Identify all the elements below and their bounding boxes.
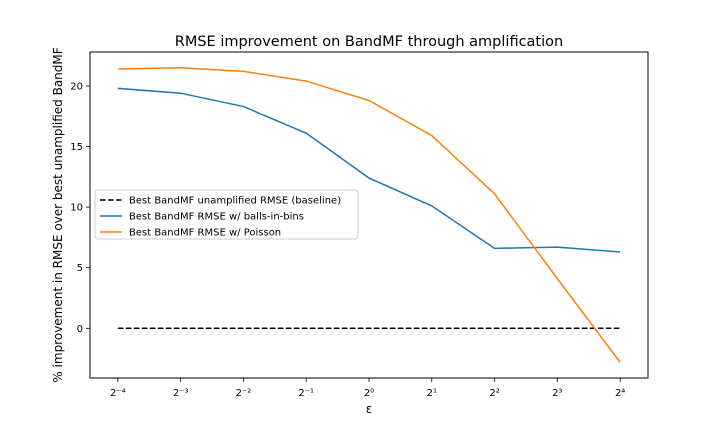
x-tick-label: 2⁻¹ [298,388,314,399]
ticks-layer: 2⁻⁴ 2⁻³ 2⁻² 2⁻¹ 2⁰ 2¹ 2² 2³ 2⁴ 0 5 10 15 20 [70,81,625,399]
chart-title: RMSE improvement on BandMF through ampli… [175,34,563,50]
y-tick-label: 10 [70,203,83,214]
legend-label-0: Best BandMF unamplified RMSE (baseline) [129,196,341,207]
x-tick-label: 2⁻⁴ [110,388,126,399]
x-tick-label: 2⁰ [364,388,374,399]
y-axis-label: % improvement in RMSE over best unamplif… [51,47,65,382]
plot-frame [89,51,649,379]
y-tick-label: 15 [70,142,83,153]
x-tick-label: 2² [489,388,499,399]
series-line-1 [117,87,621,253]
legend-box [94,189,359,240]
plot-layer [117,66,621,363]
y-tick-label: 5 [77,263,83,274]
x-tick-label: 2⁻² [236,388,252,399]
legend: Best BandMF unamplified RMSE (baseline) B… [94,189,359,240]
x-tick-label: 2⁻³ [173,388,189,399]
y-tick-label: 20 [70,81,83,92]
x-tick-label: 2¹ [427,388,437,399]
y-tick-label: 0 [77,324,83,335]
legend-label-1: Best BandMF RMSE w/ balls-in-bins [129,212,304,223]
x-axis-label: ε [366,402,373,416]
x-tick-label: 2³ [552,388,562,399]
series-line-2 [117,66,621,363]
legend-label-2: Best BandMF RMSE w/ Poisson [129,228,281,239]
x-tick-label: 2⁴ [615,388,625,399]
